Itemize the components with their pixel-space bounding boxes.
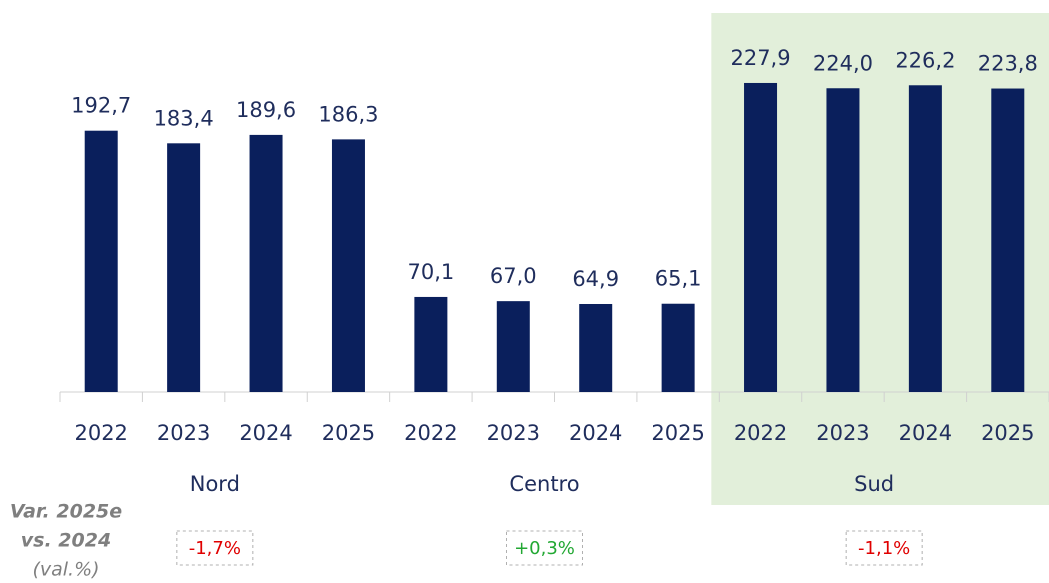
value-label: 223,8 (978, 52, 1038, 76)
x-tick-label: 2025 (651, 421, 704, 445)
x-tick-label: 2022 (404, 421, 457, 445)
value-label: 189,6 (236, 98, 296, 122)
value-label: 64,9 (572, 267, 619, 291)
bar (249, 134, 283, 392)
annotation: (val.%) (32, 559, 99, 581)
bar (908, 85, 942, 392)
annotation: Var. 2025e (10, 501, 122, 523)
value-label: 186,3 (318, 102, 378, 126)
group-label: Nord (190, 472, 240, 496)
variation-box (506, 530, 583, 566)
value-label: 227,9 (730, 46, 790, 70)
bar (414, 296, 448, 392)
x-tick-label: 2023 (816, 421, 869, 445)
x-tick-label: 2023 (157, 421, 210, 445)
value-label: 226,2 (895, 48, 955, 72)
value-label: 70,1 (407, 260, 454, 284)
annotation: vs. 2024 (21, 530, 111, 552)
bar (661, 303, 695, 392)
x-tick-label: 2025 (322, 421, 375, 445)
group-label: Sud (854, 472, 894, 496)
value-label: 65,1 (655, 267, 702, 291)
value-label: 224,0 (813, 51, 873, 75)
bar (744, 82, 778, 393)
x-tick-label: 2024 (239, 421, 292, 445)
x-tick-label: 2025 (981, 421, 1034, 445)
bar (579, 303, 613, 392)
bar (991, 88, 1025, 393)
value-label: 183,4 (154, 106, 214, 130)
bar (496, 301, 530, 392)
bar (826, 88, 860, 393)
variation-label: -1,7% (189, 538, 241, 559)
value-label: 67,0 (490, 264, 537, 288)
group-label: Centro (509, 472, 579, 496)
variation-box (845, 530, 923, 566)
variation-box (176, 530, 254, 566)
value-label: 192,7 (71, 94, 131, 118)
variation-label: +0,3% (514, 538, 575, 559)
bar (331, 139, 365, 392)
x-tick-label: 2022 (734, 421, 787, 445)
x-tick-label: 2024 (569, 421, 622, 445)
x-tick-label: 2023 (487, 421, 540, 445)
bar (167, 143, 201, 392)
x-tick-label: 2022 (74, 421, 127, 445)
bar (84, 130, 118, 393)
variation-label: -1,1% (858, 538, 910, 559)
x-tick-label: 2024 (899, 421, 952, 445)
